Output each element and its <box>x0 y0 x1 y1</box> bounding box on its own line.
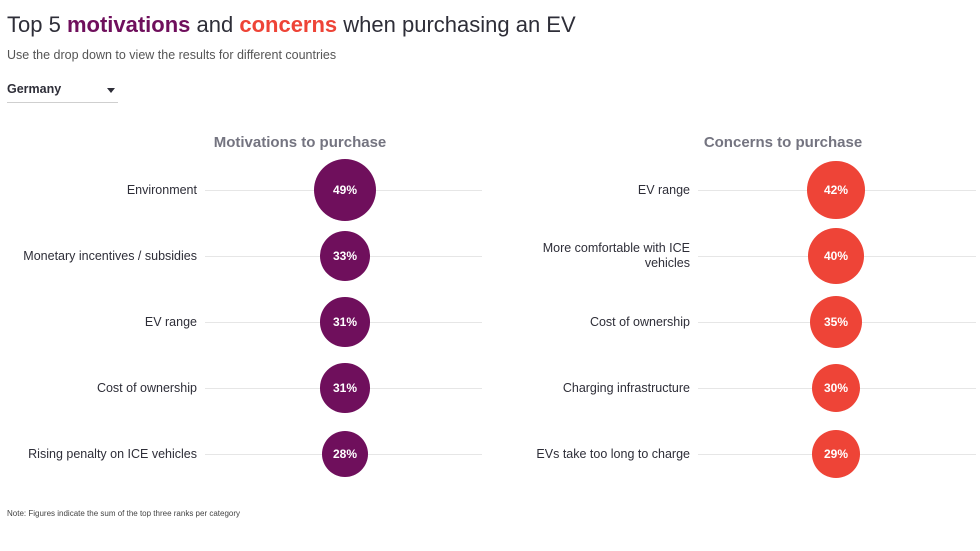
concern-category-label: Charging infrastructure <box>562 380 690 395</box>
title-suffix: when purchasing an EV <box>337 12 576 37</box>
motivations-panel-title: Motivations to purchase <box>213 134 387 151</box>
motivation-category-label: Rising penalty on ICE vehicles <box>28 446 197 461</box>
motivation-bubble: 28% <box>321 430 369 478</box>
title-concerns-word: concerns <box>239 12 338 37</box>
concern-row: EV range 42% <box>0 157 980 223</box>
concern-row: Charging infrastructure 30% <box>0 355 980 421</box>
concern-category-label: Cost of ownership <box>589 314 690 329</box>
chart-subtitle: Use the drop down to view the results fo… <box>7 48 337 62</box>
concerns-panel-title: Concerns to purchase <box>703 134 863 151</box>
motivation-row: EV range 31% <box>0 289 980 355</box>
concern-bubble: 35% <box>809 295 863 349</box>
motivation-category-label: Monetary incentives / subsidies <box>23 248 197 263</box>
country-dropdown-value: Germany <box>7 82 62 96</box>
caret-down-icon <box>107 88 115 93</box>
concern-category-label: EVs take too long to charge <box>536 446 690 461</box>
chart-title: Top 5 motivations and concerns when purc… <box>7 12 576 38</box>
country-dropdown[interactable]: Germany <box>7 80 118 103</box>
title-motivations-word: motivations <box>66 12 191 37</box>
concern-category-label: EV range <box>637 182 690 197</box>
concern-row: EVs take too long to charge 29% <box>0 421 980 487</box>
motivation-category-label: Environment <box>126 182 197 197</box>
footnote: Note: Figures indicate the sum of the to… <box>7 509 241 518</box>
motivation-row: Environment 49% <box>0 157 980 223</box>
concern-bubble: 30% <box>811 363 861 413</box>
title-mid: and <box>190 12 240 37</box>
motivation-bubble: 31% <box>320 363 370 413</box>
title-prefix: Top 5 <box>7 12 67 37</box>
concern-row: Cost of ownership 35% <box>0 289 980 355</box>
concern-bubble: 42% <box>807 161 865 219</box>
motivation-row: Rising penalty on ICE vehicles 28% <box>0 421 980 487</box>
concern-category-label: More comfortable with ICE vehicles <box>542 241 690 270</box>
motivation-category-label: EV range <box>144 314 197 329</box>
motivation-row: Cost of ownership 31% <box>0 355 980 421</box>
motivation-bubble: 33% <box>319 230 371 282</box>
motivation-row: Monetary incentives / subsidies 33% <box>0 223 980 289</box>
concern-bubble: 40% <box>807 227 864 284</box>
concern-bubble: 29% <box>812 430 860 478</box>
motivation-bubble: 49% <box>314 159 376 221</box>
motivation-category-label: Cost of ownership <box>96 380 197 395</box>
concern-row: More comfortable with ICE vehicles 40% <box>0 223 980 289</box>
motivation-bubble: 31% <box>320 297 370 347</box>
